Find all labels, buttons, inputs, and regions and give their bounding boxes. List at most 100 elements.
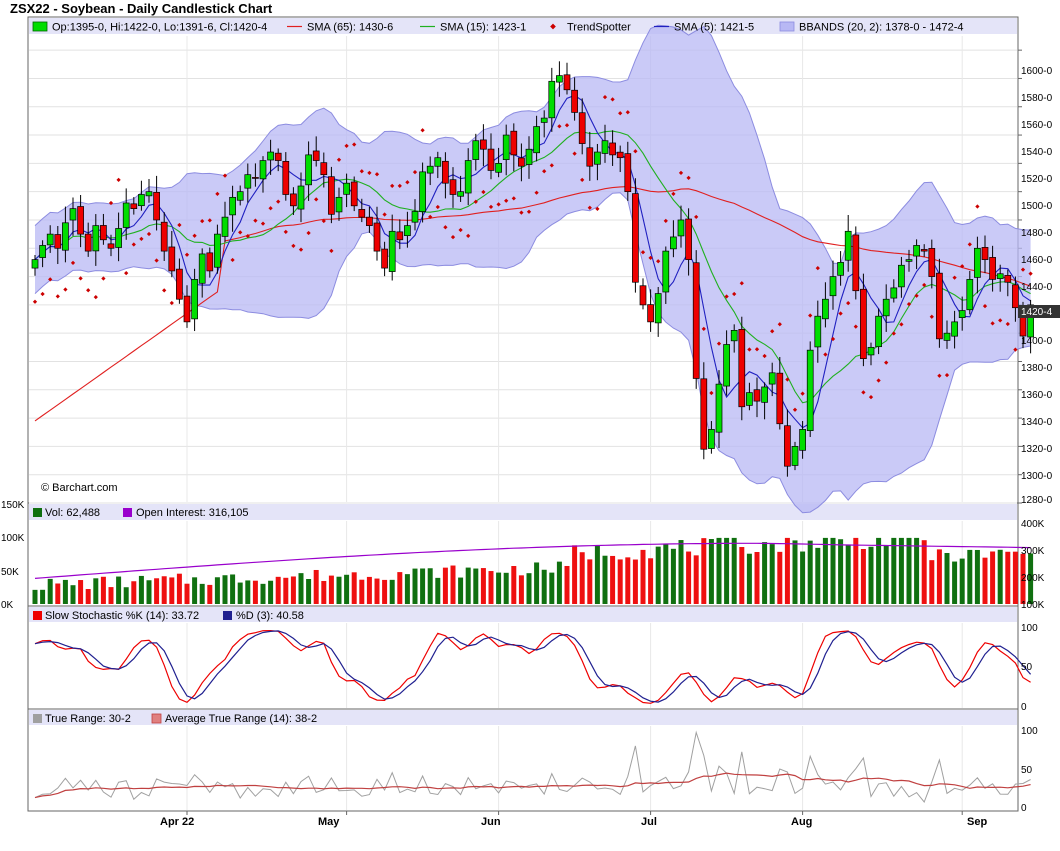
- price-tick: 1560-0: [1021, 120, 1053, 131]
- trendspotter-dots: [32, 95, 1033, 412]
- volume-bars: [32, 537, 1034, 604]
- trendspotter-dot: [678, 170, 684, 175]
- price-tick: 1280-0: [1021, 495, 1053, 506]
- candle-body: [100, 225, 107, 241]
- volume-bar: [997, 549, 1003, 604]
- volume-bar: [1012, 551, 1018, 604]
- trendspotter-dot: [823, 352, 828, 357]
- price-tick: 1580-0: [1021, 93, 1053, 104]
- candle-body: [730, 330, 738, 342]
- volume-bar: [55, 583, 61, 604]
- trendspotter-dot: [374, 172, 380, 177]
- sma65-line: [34, 186, 1031, 422]
- trendspotter-dot: [428, 214, 433, 219]
- trendspotter-dot: [732, 291, 737, 297]
- candle-body: [654, 293, 662, 324]
- trendspotter-dot: [937, 373, 942, 378]
- trendspotter-dot: [663, 218, 668, 223]
- candle-body: [806, 349, 814, 431]
- volume-bar: [944, 552, 950, 604]
- volume-bar: [245, 580, 251, 604]
- legend-stoch-k: Slow Stochastic %K (14): 33.72: [45, 610, 199, 622]
- volume-bar: [845, 544, 851, 604]
- trendspotter-dot: [108, 200, 114, 206]
- candle-body: [426, 165, 434, 174]
- volume-bar: [663, 544, 669, 604]
- volume-tick: 100K: [1, 533, 25, 544]
- trendspotter-dot: [595, 206, 600, 212]
- volume-bar: [822, 537, 828, 604]
- volume-bar: [62, 579, 68, 604]
- candle-body: [244, 174, 252, 189]
- volume-bar: [655, 546, 661, 604]
- trendspotter-dot: [724, 294, 729, 299]
- volume-bar: [921, 540, 927, 604]
- trendspotter-dot: [359, 169, 364, 174]
- candle-body: [191, 279, 198, 320]
- last-price-label: 1420-4: [1021, 307, 1053, 318]
- volume-bar: [959, 558, 965, 604]
- volume-bar: [572, 545, 578, 604]
- volume-bar: [838, 539, 844, 604]
- candle-body: [92, 225, 100, 252]
- candle-body: [928, 248, 936, 277]
- trendspotter-dot: [367, 170, 372, 175]
- price-tick: 1540-0: [1021, 147, 1053, 158]
- candle-body: [624, 153, 632, 193]
- volume-tick: 150K: [1, 500, 25, 511]
- trendspotter-dot: [230, 257, 235, 263]
- volume-bar: [807, 540, 813, 604]
- candle-body: [495, 163, 502, 173]
- price-tick: 1380-0: [1021, 363, 1053, 374]
- price-tick: 1460-0: [1021, 255, 1053, 266]
- candle-body: [335, 196, 343, 213]
- oi-tick: 400K: [1021, 519, 1045, 530]
- volume-bar: [465, 567, 471, 604]
- candle-body: [343, 182, 350, 195]
- volume-bar: [176, 573, 182, 604]
- volume-bar: [192, 577, 198, 604]
- volume-bar: [328, 575, 334, 604]
- trendspotter-dot: [982, 304, 988, 309]
- trendspotter-dot: [412, 169, 418, 175]
- candle-body: [616, 151, 624, 159]
- trendspotter-dot: [967, 242, 972, 247]
- volume-bar: [678, 540, 684, 604]
- volume-bar: [222, 575, 228, 604]
- candle-body: [632, 193, 639, 283]
- trendspotter-dot: [542, 169, 547, 174]
- candle-body: [31, 259, 39, 269]
- candle-body: [69, 208, 77, 221]
- candle-body: [267, 151, 274, 161]
- volume-bar: [321, 580, 327, 604]
- candle-body: [670, 236, 677, 250]
- trendspotter-dot: [504, 198, 509, 203]
- trendspotter-dot: [215, 191, 220, 197]
- candle-body: [229, 196, 236, 216]
- open-interest-line: [34, 542, 1031, 579]
- trendspotter-dot: [838, 311, 843, 316]
- trendspotter-dot: [1005, 321, 1010, 327]
- trendspotter-dot: [397, 183, 402, 188]
- volume-bar: [769, 544, 775, 604]
- stoch-d-line: [34, 630, 1032, 703]
- candle-body: [768, 372, 776, 385]
- volume-bar: [602, 555, 608, 604]
- volume-bar: [230, 574, 236, 604]
- price-tick: 1400-0: [1021, 336, 1053, 347]
- trendspotter-dot: [914, 293, 919, 298]
- candle-body: [715, 383, 723, 433]
- candle-body: [829, 276, 837, 297]
- volume-bar: [640, 549, 646, 604]
- candle-body: [814, 315, 822, 348]
- stoch-tick: 0: [1021, 702, 1027, 713]
- volume-bar: [549, 572, 555, 604]
- legend-trendspotter: TrendSpotter: [567, 22, 631, 34]
- candle-body: [996, 273, 1004, 279]
- trendspotter-dot: [587, 205, 592, 210]
- candle-body: [776, 372, 784, 425]
- candle-body: [784, 425, 791, 467]
- volume-bar: [739, 547, 745, 604]
- price-tick: 1320-0: [1021, 444, 1053, 455]
